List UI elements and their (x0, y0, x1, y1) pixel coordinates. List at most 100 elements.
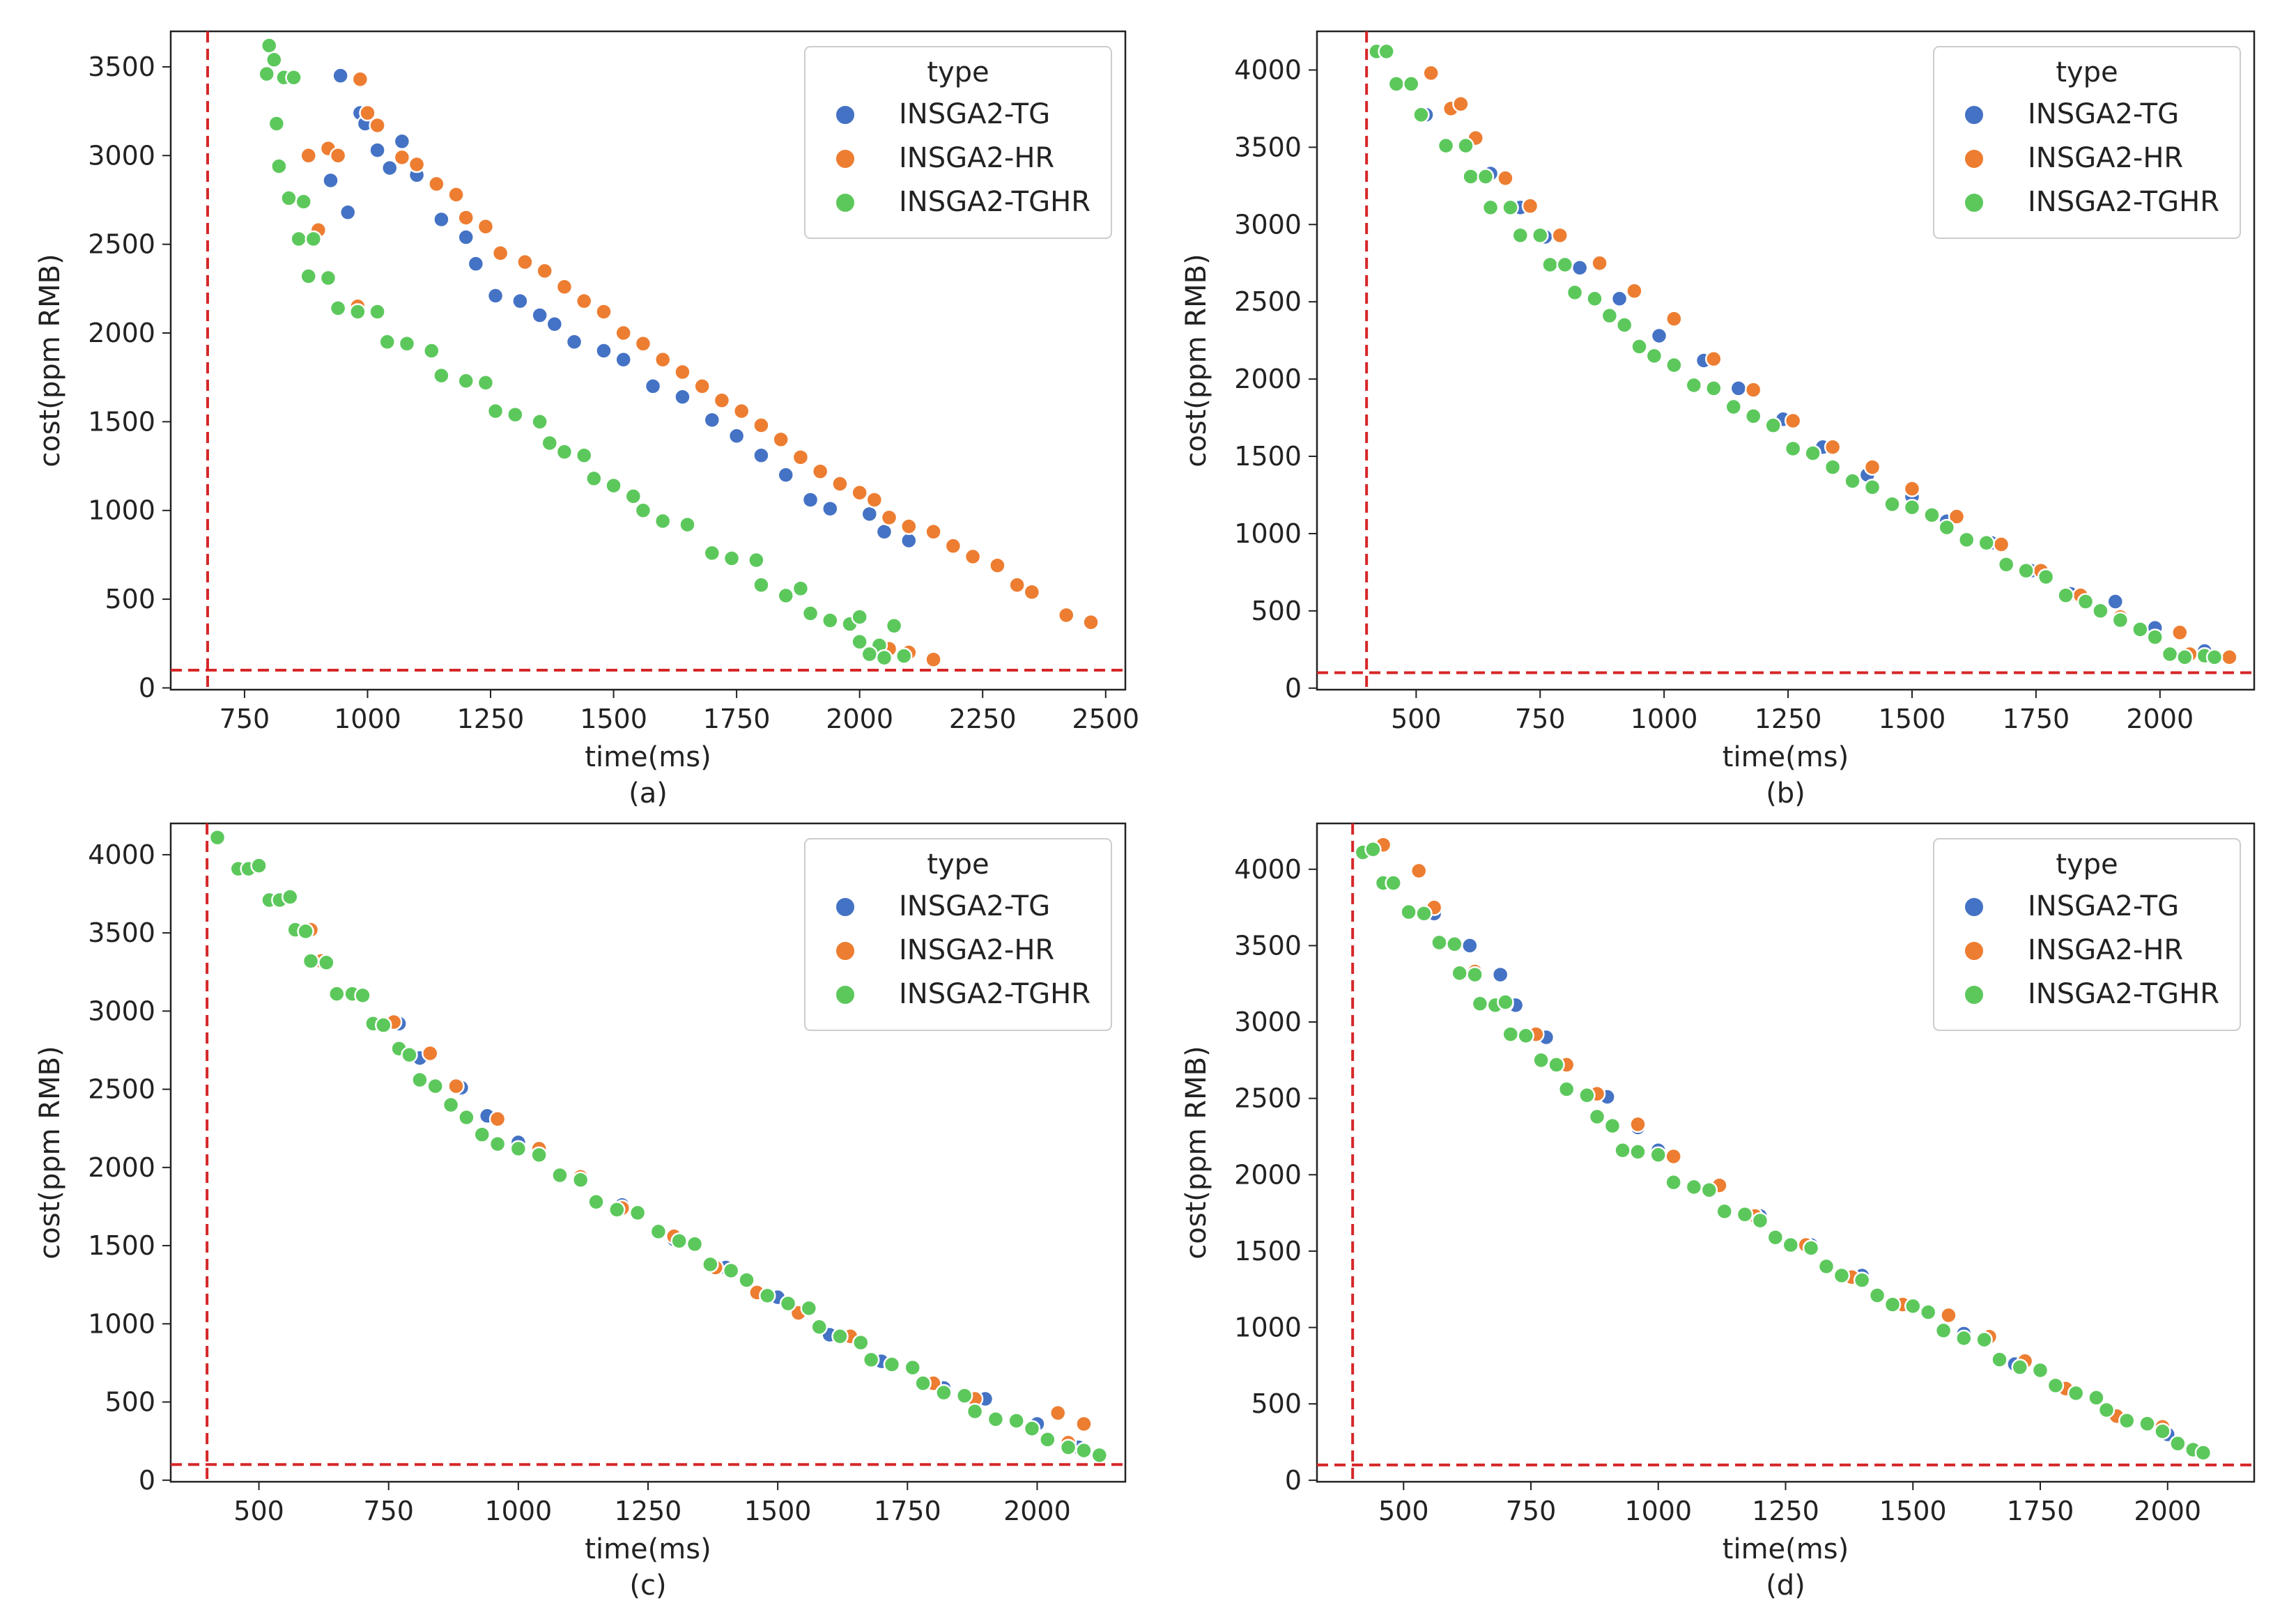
data-point (1817, 1257, 1835, 1276)
data-point (608, 1201, 626, 1218)
data-point (587, 1193, 605, 1211)
data-point (2092, 602, 2109, 620)
legend-marker (1964, 104, 1985, 125)
data-point (1591, 254, 1608, 272)
data-point (282, 888, 299, 906)
data-point (433, 366, 450, 385)
data-point (369, 116, 386, 134)
data-point (2047, 1377, 2065, 1395)
legend-entry-label: INSGA2-TG (2028, 890, 2179, 922)
data-point (530, 1146, 548, 1164)
data-point (1521, 197, 1539, 215)
y-tick-label: 1000 (1234, 1312, 1302, 1343)
series-insga2-tghr (1368, 42, 2224, 666)
data-point (1833, 1266, 1851, 1285)
chart-panel-c: 500 750 1000 1250 1500 1750 2000 0 500 1000 1500 20… (34, 822, 1127, 1602)
x-tick-label: 1250 (457, 704, 525, 734)
data-point (1462, 168, 1479, 185)
data-point (2111, 611, 2129, 629)
data-point (904, 1358, 921, 1377)
y-tick-label: 0 (1285, 673, 1302, 704)
data-point (900, 532, 918, 550)
x-tick-label: 2250 (949, 704, 1017, 734)
y-tick-label: 1000 (88, 1308, 155, 1339)
y-tick-label: 500 (1251, 596, 1302, 626)
data-point (1716, 1202, 1734, 1221)
data-point (1610, 290, 1628, 308)
data-point (1431, 934, 1448, 952)
data-point (1548, 1056, 1565, 1074)
data-point (1364, 841, 1382, 858)
data-point (208, 828, 226, 846)
data-point (1665, 310, 1683, 327)
data-point (875, 523, 893, 541)
y-tick-label: 3500 (88, 917, 155, 948)
data-point (686, 1235, 704, 1253)
y-tick-label: 3500 (1234, 132, 1302, 162)
y-tick-label: 2500 (88, 1074, 155, 1105)
legend-box (804, 46, 1112, 239)
chart-panel-b: 500 750 1000 1250 1500 1750 2000 0 500 1000 1500 20… (1180, 30, 2256, 810)
data-point (369, 303, 386, 320)
y-axis-label: cost(ppm RMB) (1180, 254, 1212, 467)
data-point (1957, 531, 1975, 549)
x-tick-label: 1750 (874, 1496, 941, 1526)
data-point (265, 51, 283, 69)
data-point (2057, 587, 2074, 604)
data-point (674, 388, 691, 405)
y-tick-label: 3000 (1234, 1007, 1302, 1037)
data-point (1541, 256, 1559, 274)
data-point (1557, 1080, 1575, 1098)
data-point (1645, 347, 1663, 365)
data-point (575, 447, 593, 465)
x-tick-label: 500 (1391, 704, 1442, 734)
data-point (727, 427, 746, 445)
data-point (1451, 964, 1468, 982)
data-point (280, 189, 298, 207)
data-point (1744, 408, 1762, 425)
data-point (2037, 568, 2055, 586)
data-point (852, 1333, 870, 1351)
data-point (1422, 64, 1440, 82)
data-point (423, 342, 440, 359)
data-point (615, 324, 632, 342)
data-point (1502, 1025, 1520, 1043)
data-point (2171, 623, 2189, 642)
data-point (1049, 1404, 1067, 1422)
data-point (861, 645, 879, 663)
y-tick-label: 4000 (1234, 54, 1302, 85)
data-point (875, 649, 893, 667)
data-point (381, 159, 399, 177)
x-tick-label: 2500 (1072, 704, 1139, 734)
data-point (332, 67, 349, 84)
data-point (674, 363, 691, 381)
x-tick-label: 750 (1506, 1496, 1557, 1526)
legend-entry-label: INSGA2-TG (899, 890, 1050, 922)
data-point (1650, 327, 1668, 345)
data-point (1517, 1027, 1534, 1045)
data-point (935, 1384, 953, 1402)
x-tick-label: 1500 (1879, 1496, 1947, 1526)
data-point (486, 287, 504, 304)
data-point (457, 372, 475, 390)
data-point (536, 262, 553, 280)
data-point (654, 350, 672, 369)
data-point (351, 70, 369, 88)
data-point (670, 1232, 688, 1250)
y-tick-label: 2000 (88, 318, 155, 348)
y-axis-label: cost(ppm RMB) (34, 254, 66, 467)
data-point (447, 1077, 465, 1095)
legend: type INSGA2-TG INSGA2-HR INSGA2-TGHR (1933, 46, 2241, 239)
data-point (925, 651, 942, 668)
data-point (1629, 1143, 1647, 1161)
data-point (679, 516, 696, 534)
data-point (268, 115, 286, 132)
data-point (895, 647, 913, 665)
data-point (1784, 440, 1802, 458)
data-point (1853, 1271, 1871, 1289)
data-point (880, 509, 898, 527)
data-point (2176, 649, 2194, 666)
data-point (2118, 1412, 2136, 1430)
data-point (258, 65, 275, 83)
panel-caption: (c) (629, 1570, 666, 1602)
